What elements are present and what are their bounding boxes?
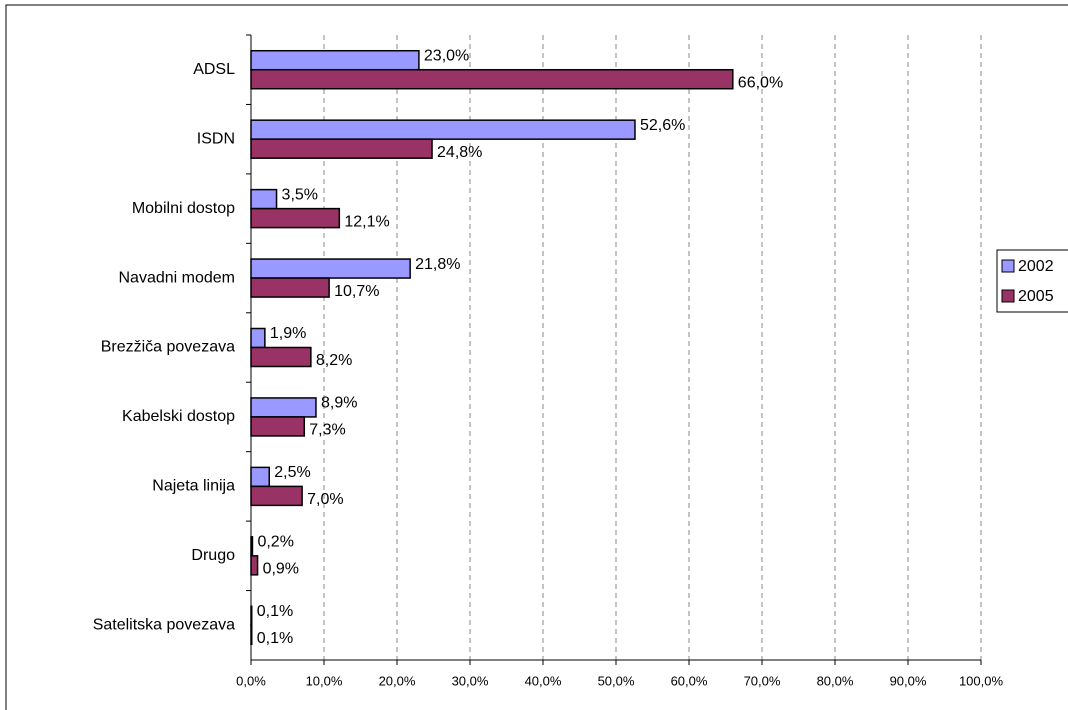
value-label: 3,5%: [282, 186, 318, 203]
x-tick-label: 10,0%: [306, 673, 343, 688]
y-tick-label: Brezžiča povezava: [101, 339, 235, 356]
value-label: 0,1%: [257, 630, 293, 647]
y-tick-label: Drugo: [191, 547, 235, 564]
x-tick-label: 60,0%: [671, 673, 708, 688]
value-label: 8,2%: [316, 352, 352, 369]
value-label: 0,2%: [257, 534, 293, 551]
y-tick-label: Navadni modem: [119, 269, 236, 286]
bar: [250, 258, 411, 279]
bar: [250, 485, 303, 507]
bar: [250, 397, 317, 418]
y-tick-label: Kabelski dostop: [122, 408, 235, 425]
value-label: 0,1%: [257, 603, 293, 620]
x-tick-label: 40,0%: [525, 673, 562, 688]
bar: [250, 346, 312, 368]
value-label: 1,9%: [270, 325, 306, 342]
legend-swatch: [1001, 259, 1015, 273]
bar: [250, 536, 254, 557]
bar: [250, 466, 270, 488]
bar: [250, 624, 253, 646]
x-tick-label: 20,0%: [379, 673, 416, 688]
value-label: 23,0%: [424, 47, 469, 64]
x-tick-label: 90,0%: [890, 673, 927, 688]
bar: [250, 138, 433, 159]
bar: [250, 207, 341, 229]
bar: [250, 416, 306, 437]
bar: [250, 49, 420, 71]
bar: [250, 605, 253, 627]
bar: [250, 119, 636, 140]
x-tick-label: 0,0%: [236, 673, 266, 688]
legend-label: 2002: [1018, 258, 1054, 275]
x-tick-label: 70,0%: [744, 673, 781, 688]
chart-frame: [5, 4, 1068, 710]
value-label: 7,0%: [307, 491, 343, 508]
value-label: 10,7%: [334, 283, 379, 300]
value-label: 2,5%: [274, 464, 310, 481]
value-label: 52,6%: [640, 117, 685, 134]
bar: [250, 555, 259, 576]
legend-label: 2005: [1018, 288, 1054, 305]
y-tick-label: ISDN: [197, 130, 235, 147]
value-label: 24,8%: [437, 144, 482, 161]
value-label: 66,0%: [738, 74, 783, 91]
y-tick-label: Mobilni dostop: [132, 200, 235, 217]
value-label: 12,1%: [344, 213, 389, 230]
x-tick-label: 30,0%: [452, 673, 489, 688]
y-tick-label: Najeta linija: [152, 478, 235, 495]
value-label: 21,8%: [415, 256, 460, 273]
bar: [250, 68, 734, 90]
value-label: 8,9%: [321, 395, 357, 412]
x-tick-label: 100,0%: [959, 673, 1004, 688]
y-tick-label: ADSL: [193, 61, 235, 78]
bar: [250, 327, 266, 349]
value-label: 0,9%: [263, 561, 299, 578]
legend-swatch: [1001, 289, 1015, 303]
bar: [250, 277, 330, 298]
x-tick-label: 80,0%: [817, 673, 854, 688]
x-tick-label: 50,0%: [598, 673, 635, 688]
bar: [250, 188, 278, 210]
value-label: 7,3%: [309, 422, 345, 439]
y-tick-label: Satelitska povezava: [93, 616, 235, 633]
